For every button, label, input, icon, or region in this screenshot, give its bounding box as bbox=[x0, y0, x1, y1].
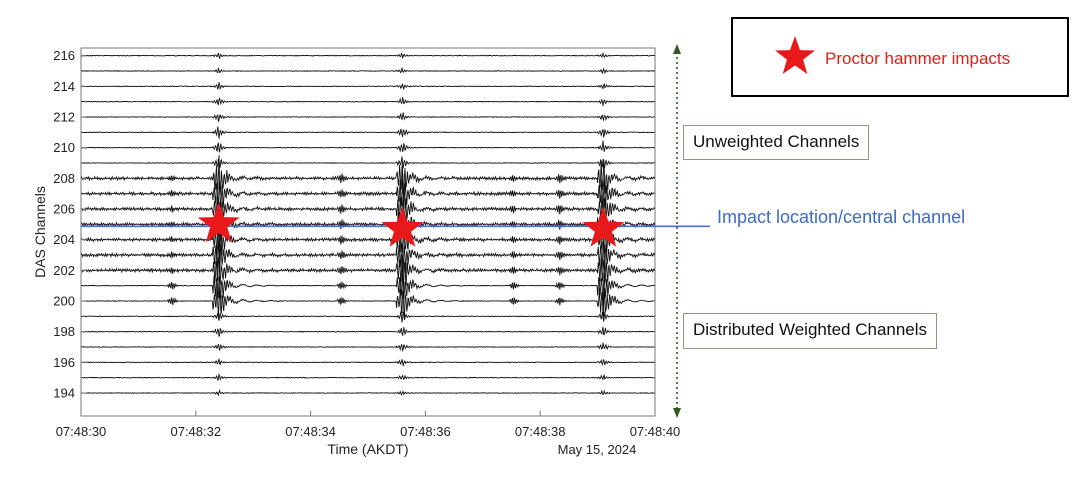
impact-star-marker bbox=[381, 206, 424, 247]
x-axis-ticks: 07:48:30 07:48:32 07:48:34 07:48:36 07:48:38… bbox=[56, 411, 681, 439]
legend-label: Proctor hammer impacts bbox=[825, 49, 1011, 68]
y-tick-label: 198 bbox=[53, 324, 75, 339]
channel-trace bbox=[80, 194, 655, 228]
channel-trace bbox=[80, 140, 655, 153]
x-tick-label: 07:48:34 bbox=[285, 424, 336, 439]
y-tick-label: 204 bbox=[53, 232, 75, 247]
channel-trace bbox=[80, 265, 655, 307]
channel-trace bbox=[80, 358, 655, 367]
y-tick-label: 208 bbox=[53, 171, 75, 186]
x-tick-label: 07:48:38 bbox=[515, 424, 566, 439]
unweighted-channels-label: Unweighted Channels bbox=[683, 125, 870, 160]
y-axis-label: DAS Channels bbox=[32, 186, 48, 278]
impact-star-marker bbox=[197, 202, 240, 243]
x-tick-label: 07:48:30 bbox=[56, 424, 107, 439]
y-tick-label: 194 bbox=[53, 386, 75, 401]
channel-trace bbox=[80, 326, 655, 337]
central-channel-label: Impact location/central channel bbox=[717, 207, 966, 227]
channel-trace bbox=[80, 66, 655, 75]
star-icon bbox=[775, 36, 815, 74]
y-tick-label: 210 bbox=[53, 140, 75, 155]
channel-trace bbox=[80, 82, 655, 91]
y-axis-ticks: 194 196 198 200 202 204 206 208 210 212 214 216 bbox=[53, 48, 86, 401]
y-tick-label: 200 bbox=[53, 294, 75, 309]
channel-trace bbox=[80, 172, 655, 210]
impact-markers bbox=[197, 202, 625, 247]
channel-trace bbox=[80, 112, 655, 122]
channel-trace bbox=[80, 342, 655, 352]
y-tick-label: 206 bbox=[53, 202, 75, 217]
channel-trace bbox=[80, 283, 655, 320]
channel-trace bbox=[80, 311, 655, 323]
channel-trace bbox=[80, 156, 655, 169]
x-tick-label: 07:48:36 bbox=[400, 424, 451, 439]
channel-trace bbox=[80, 254, 656, 291]
legend: Proctor hammer impacts bbox=[731, 17, 1069, 97]
y-tick-label: 202 bbox=[53, 263, 75, 278]
channel-range-arrow bbox=[673, 44, 681, 418]
channel-trace bbox=[81, 97, 655, 106]
weighted-channels-label: Distributed Weighted Channels bbox=[683, 313, 938, 349]
channel-trace bbox=[80, 220, 656, 263]
x-axis-label: Time (AKDT) bbox=[327, 441, 408, 457]
date-label: May 15, 2024 bbox=[558, 442, 637, 457]
channel-traces bbox=[80, 52, 656, 397]
channel-trace bbox=[80, 239, 656, 276]
x-tick-label: 07:48:40 bbox=[630, 424, 681, 439]
y-tick-label: 216 bbox=[53, 48, 75, 63]
y-tick-label: 196 bbox=[53, 355, 75, 370]
y-tick-label: 212 bbox=[53, 110, 75, 125]
x-tick-label: 07:48:32 bbox=[170, 424, 221, 439]
channel-trace bbox=[80, 372, 655, 381]
channel-trace bbox=[80, 389, 655, 397]
y-tick-label: 214 bbox=[53, 79, 75, 94]
channel-trace bbox=[81, 126, 655, 139]
channel-trace bbox=[80, 155, 656, 198]
channel-trace bbox=[80, 52, 655, 60]
plot-frame bbox=[80, 47, 656, 417]
channel-trace bbox=[80, 211, 656, 248]
impact-star-marker bbox=[582, 206, 625, 247]
